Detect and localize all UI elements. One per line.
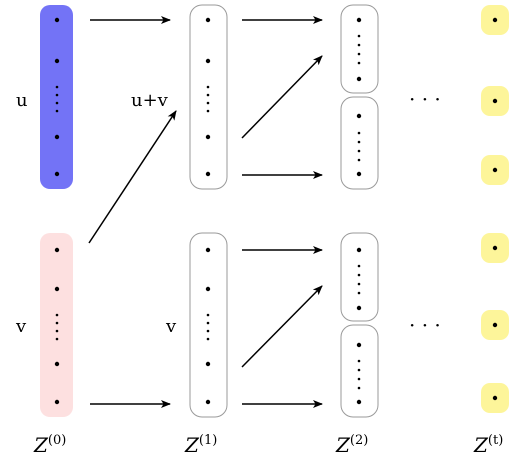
node — [206, 337, 210, 341]
node — [206, 109, 210, 113]
node — [54, 134, 60, 140]
node — [55, 109, 59, 113]
column-label-z0: Z(0) — [33, 433, 66, 457]
arrow-v-to-sum — [88, 110, 177, 244]
z2-top-upper-outline — [340, 4, 379, 94]
node — [205, 134, 211, 140]
node — [357, 34, 361, 38]
z1-top-block — [189, 4, 228, 190]
arrows-stage-1 — [88, 16, 177, 408]
node — [356, 399, 362, 405]
u-vector-bar — [40, 5, 73, 189]
column-label-z2: Z(2) — [335, 433, 368, 457]
node — [356, 76, 362, 82]
node — [492, 167, 498, 173]
node — [357, 291, 361, 295]
node — [357, 131, 361, 135]
node — [357, 140, 361, 144]
node — [492, 98, 498, 104]
node — [206, 329, 210, 333]
z2-bottom-block — [340, 232, 379, 418]
node — [206, 101, 210, 105]
arrow — [241, 285, 323, 368]
z0-u-block — [40, 5, 73, 189]
node — [54, 58, 60, 64]
ellipsis-bottom: · · · — [409, 313, 441, 337]
node — [54, 399, 60, 405]
node — [54, 361, 60, 367]
z2-top-block — [340, 4, 379, 190]
node — [357, 368, 361, 372]
node — [357, 377, 361, 381]
node — [357, 359, 361, 363]
z1-bottom-outline — [189, 232, 228, 418]
arrows-stage-2 — [241, 16, 323, 408]
column-label-zt: Z(t) — [473, 433, 503, 457]
node — [492, 17, 498, 23]
node — [356, 17, 362, 23]
node — [356, 171, 362, 177]
node — [492, 322, 498, 328]
node — [205, 17, 211, 23]
node — [206, 85, 210, 89]
z1-top-outline — [189, 4, 228, 190]
node — [357, 61, 361, 65]
node — [356, 113, 362, 119]
node — [205, 58, 211, 64]
node — [54, 171, 60, 177]
node — [357, 273, 361, 277]
node — [205, 361, 211, 367]
u-label: u — [16, 90, 28, 111]
node — [206, 93, 210, 97]
node — [357, 282, 361, 286]
z2-bottom-upper-outline — [340, 232, 379, 322]
v-copy-label: v — [165, 316, 177, 337]
node — [205, 247, 211, 253]
node — [356, 247, 362, 253]
node — [54, 247, 60, 253]
node — [492, 245, 498, 251]
column-label-z1: Z(1) — [184, 433, 217, 457]
node — [55, 313, 59, 317]
node — [357, 52, 361, 56]
node — [54, 17, 60, 23]
arrow — [241, 55, 323, 139]
node — [205, 171, 211, 177]
node — [55, 85, 59, 89]
node — [492, 395, 498, 401]
v-label: v — [15, 316, 27, 337]
node — [55, 321, 59, 325]
node — [55, 329, 59, 333]
node — [55, 93, 59, 97]
node — [357, 149, 361, 153]
node — [206, 313, 210, 317]
node — [356, 342, 362, 348]
node — [206, 321, 210, 325]
z1-bottom-block — [189, 232, 228, 418]
node — [54, 286, 60, 292]
node — [205, 399, 211, 405]
z0-v-block — [40, 233, 73, 417]
zt-block — [481, 5, 509, 413]
node — [357, 264, 361, 268]
node — [55, 101, 59, 105]
v-vector-bar — [40, 233, 73, 417]
ellipsis-top: · · · — [409, 87, 441, 111]
node — [356, 305, 362, 311]
node — [357, 158, 361, 162]
node — [205, 286, 211, 292]
sum-label: u+v — [131, 90, 169, 111]
node — [357, 386, 361, 390]
node — [357, 43, 361, 47]
node — [55, 337, 59, 341]
